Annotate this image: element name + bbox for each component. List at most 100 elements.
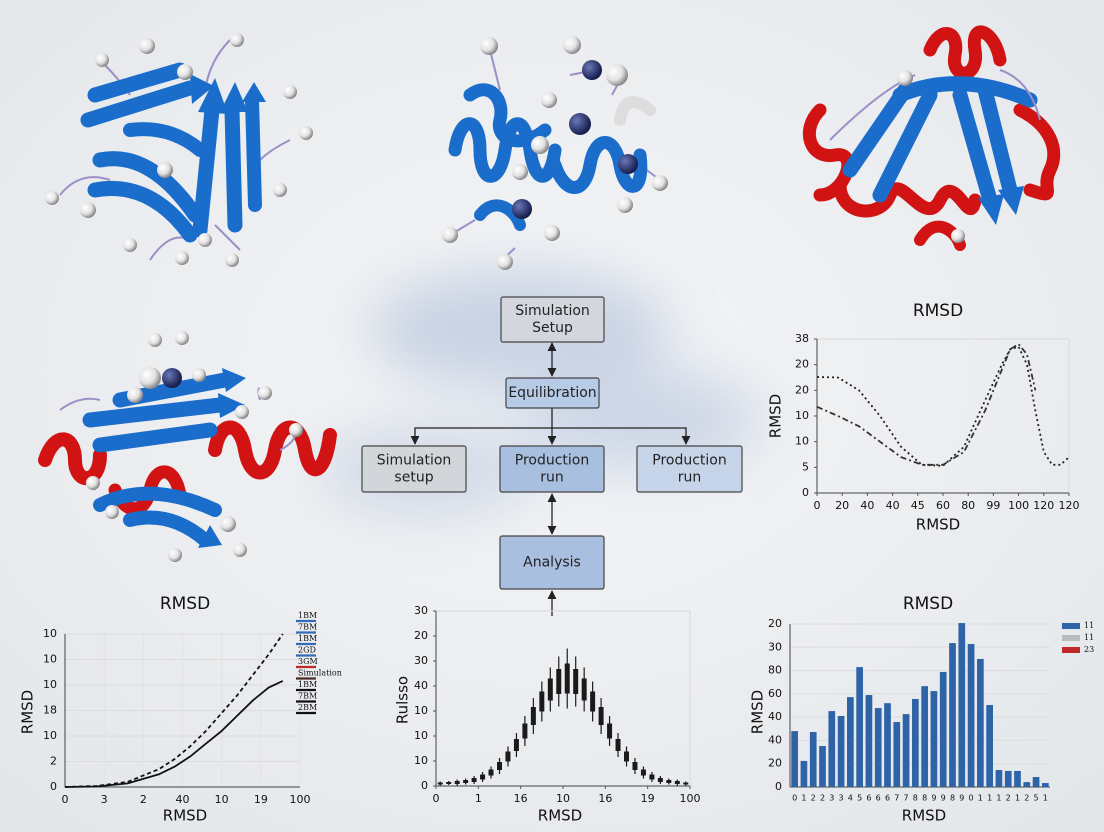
chart-title: RMSD [160,594,210,614]
legend-swatch [1062,647,1080,653]
bar [1004,770,1012,787]
y-tick-label: 5 [802,460,809,473]
x-tick-label: 20 [835,499,849,512]
box [624,751,629,762]
y-tick-label: 10 [43,678,57,691]
flow-node-label: run [540,470,564,486]
bar [865,695,873,787]
flow-node-label: Simulation [515,303,590,319]
box [437,782,443,785]
flow-node-label: Production [515,453,589,469]
bar [986,705,993,787]
protein-structure [45,33,313,267]
x-tick-label: 60 [936,499,950,512]
protein-structure [442,36,668,270]
bar [893,722,901,787]
flowchart: SimulationSetupEquilibrationSimulationse… [361,296,743,590]
line-series [64,633,284,788]
y-tick-label: 10 [414,754,428,767]
x-tick-label: 8 [922,794,927,803]
box [547,678,553,701]
x-tick-label: 0 [62,793,69,806]
y-tick-label: 10 [795,435,809,448]
legend-label: 1BM [298,680,317,689]
y-tick-label: 30 [414,654,428,667]
bar [995,770,1003,787]
protein-structure [38,331,337,562]
y-tick-label: 0 [802,486,809,499]
x-tick-label: 80 [961,499,975,512]
x-tick-label: 99 [986,499,1000,512]
bar [958,623,966,787]
x-tick-label: 6 [876,794,881,803]
x-tick-label: 2 [1024,794,1029,803]
legend-label: 2BM [298,703,317,712]
x-tick-label: 40 [886,499,900,512]
flow-node [361,445,467,493]
chart-title: RMSD [913,301,963,321]
x-tick-label: 9 [941,794,946,803]
x-tick-label: 1 [475,792,482,805]
flow-node-label: run [678,470,702,486]
x-tick-label: 4 [848,794,853,803]
box [488,769,494,776]
y-tick-label: 10 [795,409,809,422]
bar [1014,770,1021,787]
x-tick-label: 1 [987,794,992,803]
x-tick-label: 16 [514,792,528,805]
bar [1032,776,1040,787]
flow-node-label: Equilibration [508,385,596,401]
box [505,751,511,762]
flow-node-label: Simulation [377,453,452,469]
x-axis-label: RMSD [902,807,946,825]
y-tick-label: 40 [768,710,782,723]
x-tick-label: 8 [913,794,918,803]
y-tick-label: 10 [43,627,57,640]
x-axis-label: RMSD [163,807,207,825]
y-tick-label: 0 [50,780,57,793]
y-tick-label: 10 [43,653,57,666]
y-tick-label: 20 [795,358,809,371]
x-tick-label: 2 [1006,794,1011,803]
box [463,780,469,783]
bar [967,644,975,787]
x-tick-label: 6 [885,794,890,803]
bar [949,643,956,787]
y-axis-label: RMSD [19,690,37,734]
x-tick-label: 2 [811,794,816,803]
x-tick-label: 100 [680,792,701,805]
bar [819,746,826,787]
y-tick-label: 10 [414,729,428,742]
x-tick-label: 7 [894,794,899,803]
y-tick-label: 30 [414,604,428,617]
x-tick-label: 40 [176,793,190,806]
flow-node-label: Analysis [523,555,581,571]
y-tick-label: 40 [768,733,782,746]
x-tick-label: 9 [959,794,964,803]
legend-label: 1BM [298,611,317,620]
x-tick-label: 3 [829,794,834,803]
y-tick-label: 30 [768,640,782,653]
x-tick-label: 0 [433,792,440,805]
x-tick-label: 10 [556,792,570,805]
x-tick-label: 1 [1015,794,1020,803]
x-tick-label: 1 [1043,794,1048,803]
x-tick-label: 0 [792,794,797,803]
bar [902,714,910,787]
chart: Rulsso RMSD 0 10 10 10 40 30 20 30 0 1 16 10 16 19 100 [394,604,701,825]
x-tick-label: 100 [290,793,311,806]
line-series [816,345,1070,467]
flow-node [636,445,743,493]
flow-node [499,535,605,590]
y-tick-label: 20 [768,757,782,770]
bar [884,703,891,787]
box [480,774,486,780]
y-tick-label: 38 [795,332,809,345]
box [530,707,536,725]
legend-label: 1BM [298,634,317,643]
